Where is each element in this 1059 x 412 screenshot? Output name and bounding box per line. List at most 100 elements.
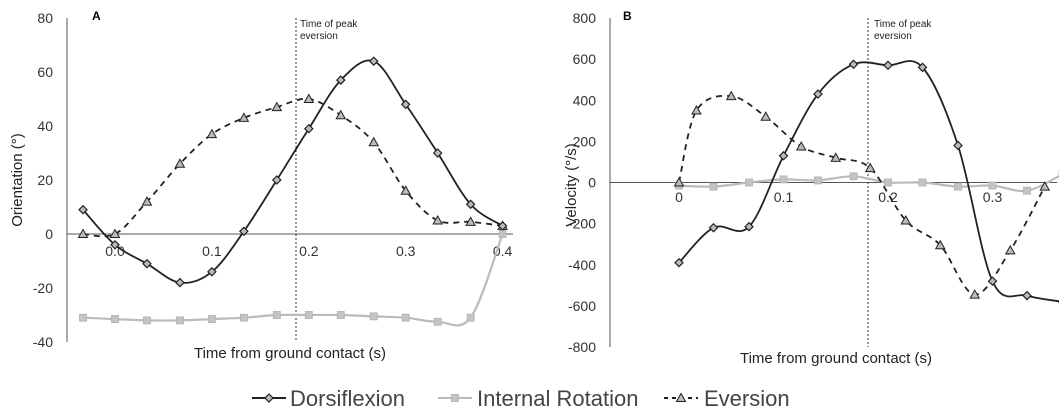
- series-dorsiflexion-line: [82, 59, 504, 284]
- series-eversion-point: [725, 90, 737, 101]
- series-internal-rotation-point: [143, 316, 151, 325]
- x-tick-label: 0.0: [105, 243, 125, 259]
- y-tick-label: 80: [37, 10, 53, 26]
- series-eversion-point: [1004, 244, 1016, 255]
- series-internal-rotation-point: [1023, 186, 1031, 195]
- series-eversion-point: [77, 228, 89, 238]
- series-internal-rotation-point: [884, 178, 892, 187]
- series-internal-rotation-point: [466, 313, 475, 322]
- series-eversion: [77, 93, 508, 238]
- legend-marker: [264, 393, 274, 403]
- y-tick-label: 400: [573, 92, 597, 108]
- series-dorsiflexion-point: [708, 222, 719, 233]
- y-axis-label: Orientation (°): [9, 133, 26, 227]
- series-eversion-point: [760, 111, 772, 121]
- series-dorsiflexion-point: [813, 89, 823, 99]
- legend-item-dorsiflexion: Dorsiflexion: [252, 386, 405, 411]
- legend-marker: [451, 394, 459, 402]
- series-dorsiflexion-point: [432, 148, 443, 158]
- series-eversion-point: [303, 93, 315, 103]
- x-tick-label: 0.1: [202, 243, 222, 259]
- series-dorsiflexion-point: [142, 258, 152, 269]
- series-dorsiflexion-point: [883, 60, 893, 71]
- y-tick-label: 60: [37, 64, 53, 80]
- series-dorsiflexion-point: [778, 150, 789, 161]
- series-eversion-point: [795, 140, 807, 151]
- series-internal-rotation-point: [814, 176, 822, 185]
- panel-label: B: [623, 9, 632, 23]
- series-dorsiflexion-point: [175, 277, 185, 288]
- series-internal-rotation-point: [918, 178, 927, 187]
- series-internal-rotation-point: [709, 182, 718, 191]
- legend-label: Internal Rotation: [477, 386, 638, 411]
- series-internal-rotation-point: [954, 182, 962, 191]
- series-eversion-point: [900, 215, 912, 225]
- series-internal-rotation: [79, 230, 507, 327]
- series-eversion-point: [1039, 181, 1051, 191]
- series-dorsiflexion-point: [303, 123, 314, 134]
- series-dorsiflexion-point: [917, 62, 928, 73]
- series-eversion-point: [830, 152, 842, 162]
- series-eversion-point: [400, 185, 412, 195]
- y-tick-label: 20: [37, 172, 53, 188]
- y-tick-label: -40: [33, 334, 53, 350]
- series-eversion-point: [673, 176, 685, 187]
- series-internal-rotation-point: [988, 181, 997, 190]
- series-dorsiflexion-point: [335, 75, 346, 85]
- series-dorsiflexion-point: [239, 226, 249, 237]
- peak-eversion-annotation: Time of peak eversion: [874, 19, 932, 42]
- series-eversion-point: [969, 289, 981, 299]
- x-tick-label: 0.2: [878, 189, 898, 205]
- y-tick-label: -20: [33, 280, 53, 296]
- legend: Dorsiflexion Internal Rotation Eversion: [252, 386, 790, 411]
- y-tick-label: -200: [568, 216, 596, 232]
- legend-item-internal-rotation: Internal Rotation: [438, 386, 638, 411]
- series-internal-rotation-point: [176, 316, 184, 325]
- series-internal-rotation-point: [207, 315, 216, 323]
- series-internal-rotation-point: [779, 175, 788, 184]
- y-tick-label: 0: [45, 226, 53, 242]
- y-tick-label: 40: [37, 118, 53, 134]
- series-internal-rotation-line: [82, 233, 504, 327]
- legend-label: Eversion: [704, 386, 790, 411]
- series-internal-rotation-point: [111, 315, 119, 323]
- series-dorsiflexion-point: [400, 99, 411, 110]
- series-dorsiflexion-point: [465, 199, 476, 210]
- x-tick-label: 0: [675, 189, 683, 205]
- series-dorsiflexion: [674, 59, 1059, 304]
- y-tick-label: 600: [573, 51, 597, 67]
- legend-item-eversion: Eversion: [664, 386, 790, 411]
- panel-b: -800 -600 -400 -200 0 200 400 600 800 0 0.1 0.2 0.3 T…: [563, 9, 1059, 367]
- series-eversion-point: [271, 101, 283, 112]
- y-tick-label: -800: [568, 339, 596, 355]
- series-eversion-line: [82, 97, 503, 238]
- series-eversion-point: [465, 216, 476, 226]
- series-eversion-point: [141, 196, 153, 206]
- series-dorsiflexion-point: [674, 257, 684, 268]
- x-tick-label: 0.3: [396, 243, 416, 259]
- series-internal-rotation-point: [272, 311, 281, 319]
- legend-label: Dorsiflexion: [290, 386, 405, 411]
- y-tick-label: -400: [568, 257, 596, 273]
- x-tick-label: 0.1: [774, 189, 794, 205]
- series-eversion-point: [934, 239, 946, 250]
- x-axis-label: Time from ground contact (s): [194, 345, 386, 362]
- series-dorsiflexion-point: [78, 204, 88, 215]
- series-dorsiflexion-point: [744, 221, 754, 232]
- series-eversion-point: [109, 228, 121, 238]
- series-internal-rotation-point: [433, 317, 442, 326]
- series-eversion: [673, 90, 1051, 299]
- peak-eversion-annotation: Time of peak eversion: [300, 19, 358, 42]
- x-tick-label: 0.2: [299, 243, 319, 259]
- series-internal-rotation-point: [239, 313, 248, 322]
- legend-marker: [675, 392, 687, 402]
- series-internal-rotation-point: [745, 178, 753, 187]
- series-eversion-point: [174, 158, 186, 168]
- series-internal-rotation-point: [369, 312, 378, 321]
- series-dorsiflexion-point: [848, 59, 859, 70]
- series-internal-rotation-point: [849, 172, 858, 181]
- series-dorsiflexion-point: [1022, 290, 1032, 301]
- series-dorsiflexion-point: [271, 175, 282, 185]
